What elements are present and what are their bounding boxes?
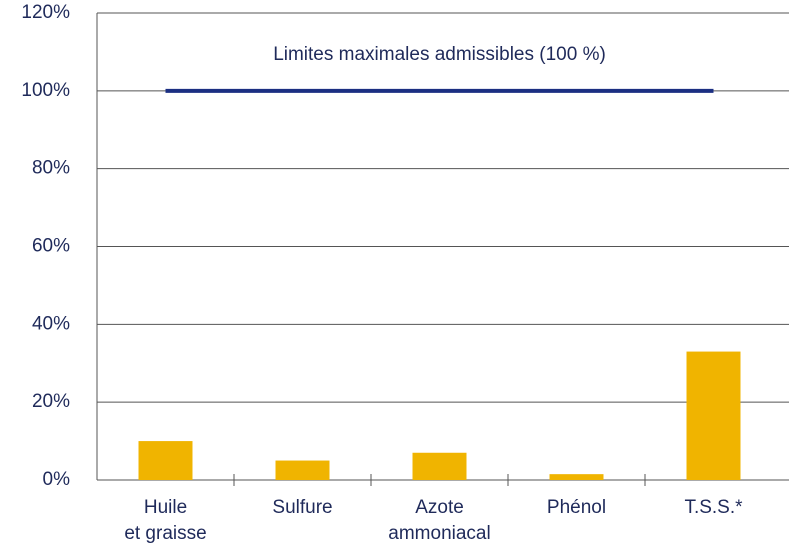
y-tick-label: 0% xyxy=(43,469,71,490)
y-tick-label: 40% xyxy=(32,313,70,334)
bar xyxy=(412,452,467,480)
x-tick-label: T.S.S.* xyxy=(684,497,743,518)
reference-label: Limites maximales admissibles (100 %) xyxy=(273,44,606,65)
x-tick-label: Huile et graisse xyxy=(124,497,206,544)
x-tick-label: Sulfure xyxy=(272,497,332,518)
x-tick-label: Azote ammoniacal xyxy=(388,497,490,544)
y-tick-label: 60% xyxy=(32,236,70,257)
bar xyxy=(686,351,741,480)
x-tick-label: Phénol xyxy=(547,497,606,518)
y-tick-label: 80% xyxy=(32,158,70,179)
bar xyxy=(549,474,604,480)
y-tick-label: 120% xyxy=(21,2,70,23)
bar xyxy=(275,460,330,480)
y-tick-label: 100% xyxy=(21,80,70,101)
bar xyxy=(138,441,193,480)
y-tick-label: 20% xyxy=(32,391,70,412)
